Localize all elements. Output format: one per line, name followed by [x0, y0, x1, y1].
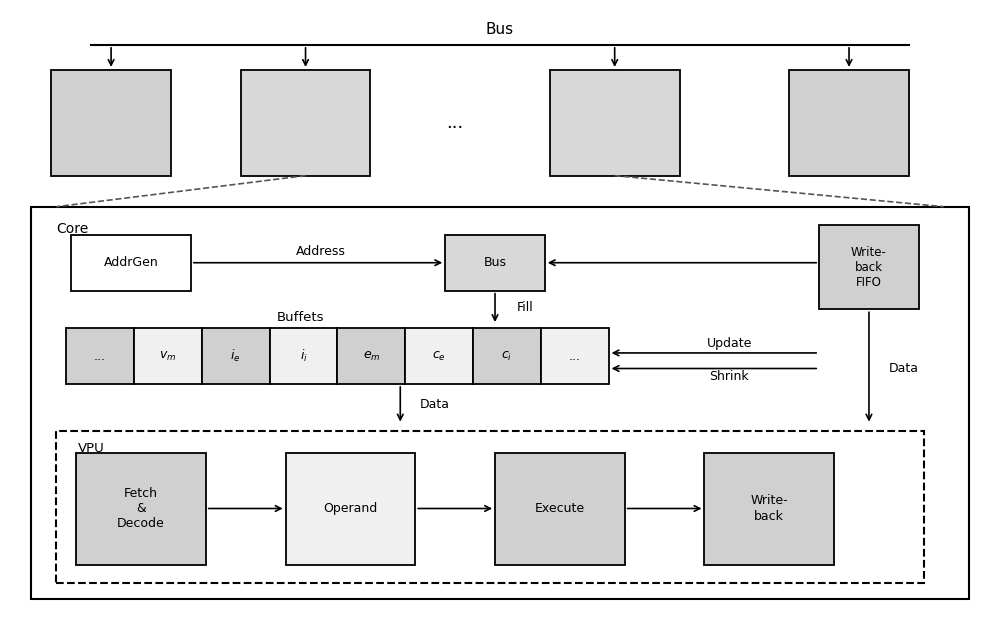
Bar	[819, 226, 919, 309]
Bar	[550, 70, 680, 176]
Bar	[445, 235, 545, 291]
Text: Execute: Execute	[535, 502, 585, 515]
Text: Bus: Bus	[484, 256, 507, 269]
Bar	[270, 328, 337, 384]
Text: Data: Data	[889, 362, 919, 375]
Text: ...: ...	[569, 349, 581, 362]
Bar	[704, 452, 834, 564]
Bar	[405, 328, 473, 384]
Bar	[202, 328, 270, 384]
Text: Write-
back: Write- back	[750, 494, 788, 522]
Bar	[51, 70, 171, 176]
Bar	[134, 328, 202, 384]
Text: Core: Core	[56, 222, 88, 236]
Text: VPU: VPU	[78, 442, 105, 455]
Text: $c_e$: $c_e$	[432, 349, 446, 362]
Text: ...: ...	[94, 349, 106, 362]
Text: Update: Update	[707, 337, 752, 350]
Text: $c_i$: $c_i$	[501, 349, 513, 362]
Text: Fill: Fill	[517, 301, 533, 314]
Text: $i_i$: $i_i$	[300, 348, 307, 364]
Bar	[541, 328, 609, 384]
Text: Bus: Bus	[486, 22, 514, 37]
Text: $i_e$: $i_e$	[230, 348, 241, 364]
Text: ...: ...	[446, 114, 464, 132]
Bar	[789, 70, 909, 176]
Bar	[31, 207, 969, 599]
Text: AddrGen: AddrGen	[104, 256, 158, 269]
Text: $e_m$: $e_m$	[363, 349, 380, 362]
Bar	[71, 235, 191, 291]
Bar	[76, 452, 206, 564]
Text: Operand: Operand	[323, 502, 378, 515]
Bar	[56, 431, 924, 583]
Text: $v_m$: $v_m$	[159, 349, 177, 362]
Bar	[473, 328, 541, 384]
Text: Buffets: Buffets	[277, 311, 324, 324]
Text: Shrink: Shrink	[710, 370, 749, 383]
Text: Write-
back
FIFO: Write- back FIFO	[851, 246, 887, 289]
Bar	[286, 452, 415, 564]
Bar	[66, 328, 134, 384]
Text: Address: Address	[296, 245, 345, 258]
Text: Fetch
&
Decode: Fetch & Decode	[117, 487, 165, 530]
Bar	[337, 328, 405, 384]
Bar	[241, 70, 370, 176]
Text: Data: Data	[420, 398, 450, 411]
Bar	[495, 452, 625, 564]
